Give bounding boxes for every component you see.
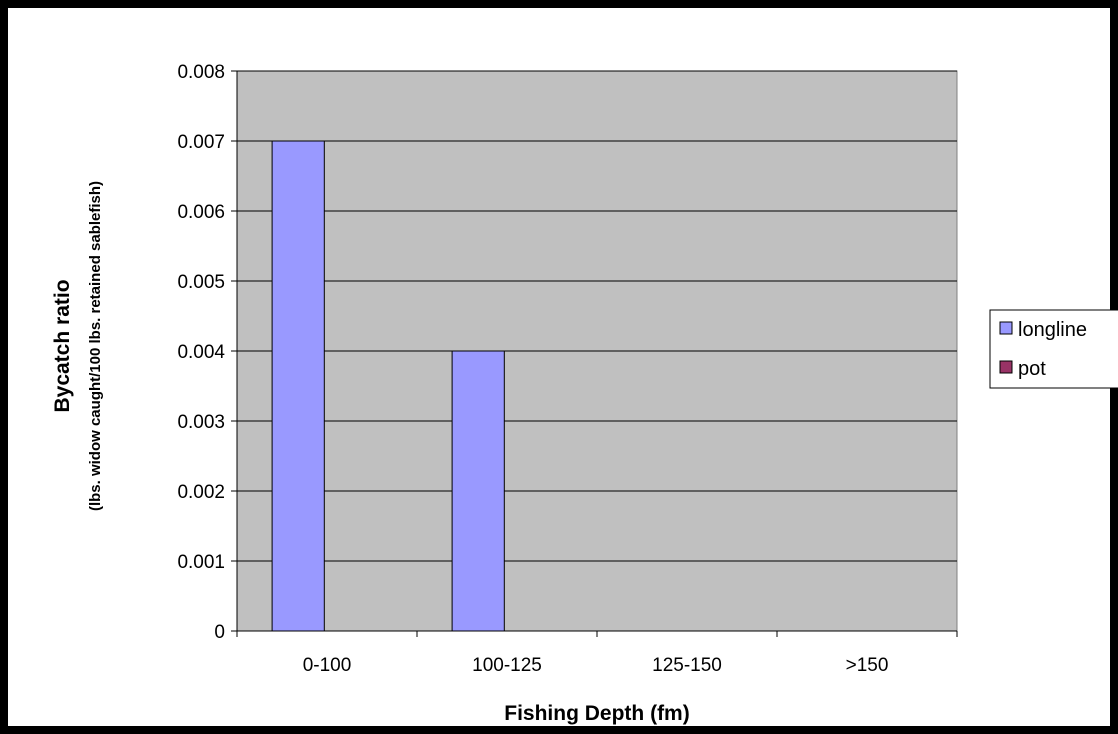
y-axis-title: Bycatch ratio (51, 279, 74, 412)
y-tick-label: 0.007 (177, 132, 225, 153)
bar-longline-1 (271, 140, 325, 632)
x-tick-label: 125-150 (652, 655, 722, 676)
y-tick-label: 0.006 (177, 202, 225, 223)
x-tick-label: 0-100 (303, 655, 352, 676)
axes (231, 70, 958, 637)
gridlines (237, 70, 957, 562)
bars (271, 140, 505, 632)
y-axis-subtitle: (lbs. widow caught/100 lbs. retained sab… (87, 181, 104, 511)
x-axis-title: Fishing Depth (fm) (504, 702, 689, 725)
legend-label-longline: longline (1018, 319, 1087, 341)
x-tick-labels: 0-100 100-125 125-150 >150 (303, 655, 889, 676)
legend-label-pot: pot (1018, 358, 1046, 380)
y-tick-labels: 0 0.001 0.002 0.003 0.004 0.005 0.006 0.007 0.00… (177, 62, 225, 643)
y-tick-label: 0.008 (177, 62, 225, 83)
y-tick-label: 0.005 (177, 272, 225, 293)
x-tick-label: 100-125 (472, 655, 542, 676)
legend-swatch-longline (999, 321, 1013, 335)
legend: longline pot (989, 309, 1118, 389)
y-tick-label: 0.002 (177, 482, 225, 503)
y-tick-label: 0 (214, 622, 225, 643)
legend-swatch-pot (999, 360, 1013, 374)
y-tick-label: 0.001 (177, 552, 225, 573)
x-tick-label: >150 (846, 655, 889, 676)
y-tick-label: 0.004 (177, 342, 225, 363)
y-tick-label: 0.003 (177, 412, 225, 433)
bar-longline-2 (451, 350, 505, 632)
